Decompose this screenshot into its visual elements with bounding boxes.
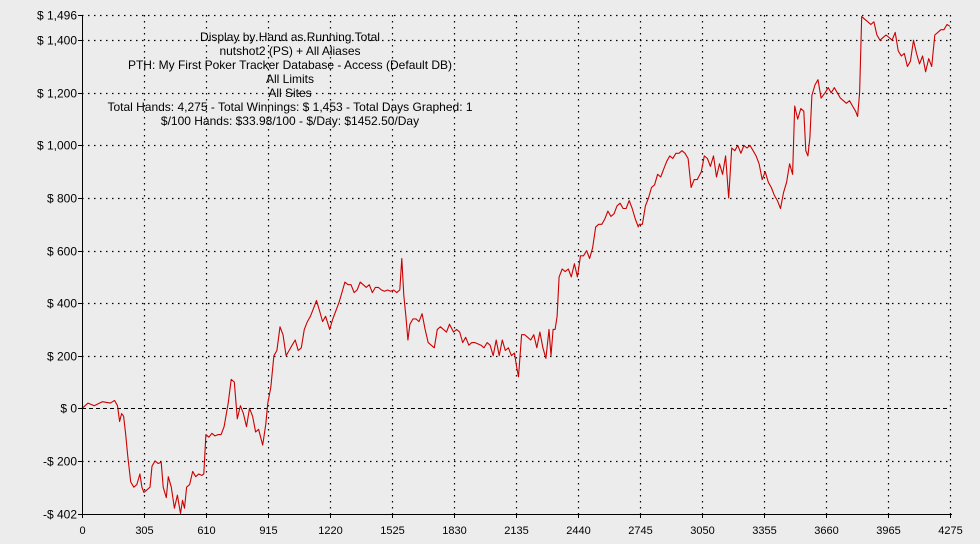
y-tick-label: $ 600 xyxy=(47,245,77,259)
y-tick-label: $ 1,496 xyxy=(37,9,77,23)
x-tick-label: 3965 xyxy=(876,525,900,537)
y-tick-label: $ 1,000 xyxy=(37,139,77,153)
x-tick-label: 2745 xyxy=(628,525,652,537)
info-line-totals: Total Hands: 4,275 - Total Winnings: $ 1… xyxy=(107,100,473,114)
y-tick-label: -$ 200 xyxy=(43,455,77,469)
y-tick-label: $ 1,400 xyxy=(37,34,77,48)
x-tick-label: 915 xyxy=(259,525,277,537)
y-tick-label: $ 800 xyxy=(47,192,77,206)
y-tick-label: $ 200 xyxy=(47,350,77,364)
x-tick-label: 2440 xyxy=(566,525,590,537)
x-tick-label: 1525 xyxy=(380,525,404,537)
x-tick-label: 305 xyxy=(135,525,153,537)
x-tick-label: 3660 xyxy=(814,525,838,537)
x-tick-label: 1830 xyxy=(442,525,466,537)
x-tick-label: 3050 xyxy=(690,525,714,537)
x-tick-label: 610 xyxy=(197,525,215,537)
x-tick-label: 2135 xyxy=(504,525,528,537)
y-tick-label: $ 1,200 xyxy=(37,87,77,101)
x-tick-label: 4275 xyxy=(938,525,962,537)
running-total-line xyxy=(81,16,951,515)
info-line-mode: Display by Hand as Running Total xyxy=(200,30,380,44)
x-tick-label: 1220 xyxy=(318,525,342,537)
x-tick-label: 0 xyxy=(79,525,85,537)
x-tick-label: 3355 xyxy=(752,525,776,537)
info-line-player: nutshot2 (PS) + All Aliases xyxy=(219,44,361,58)
grid-layer xyxy=(82,14,952,514)
info-line-database: PTH: My First Poker Tracker Database - A… xyxy=(127,58,453,72)
y-tick-label: $ 400 xyxy=(47,297,77,311)
info-line-rates: $/100 Hands: $33.98/100 - $/Day: $1452.5… xyxy=(160,114,420,128)
y-tick-label: -$ 402 xyxy=(43,508,77,522)
info-line-sites: All Sites xyxy=(268,86,312,100)
chart-info-block: Display by Hand as Running Total nutshot… xyxy=(70,30,510,128)
y-tick-label: $ 0 xyxy=(60,402,77,416)
axis-layer: 0 305 610 915 1220 1525 1830 2135 2440 2745 3050 33… xyxy=(37,9,963,538)
info-line-limits: All Limits xyxy=(265,72,314,86)
series-layer xyxy=(81,16,951,515)
